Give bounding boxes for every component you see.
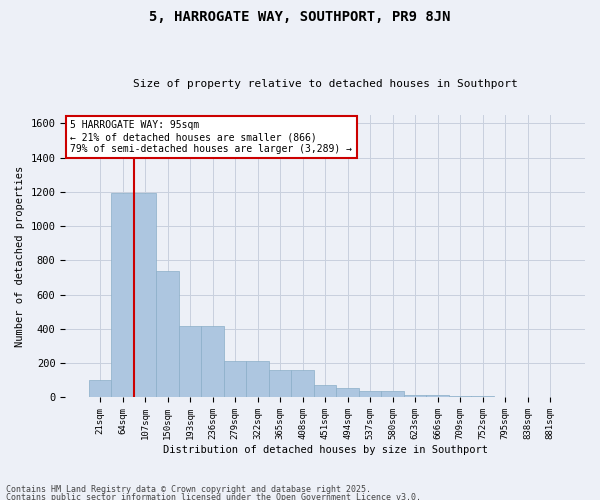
Bar (292, 370, 314, 398)
Bar (472, 396, 494, 398)
Bar (314, 384, 337, 398)
Bar (202, 326, 224, 398)
Y-axis label: Number of detached properties: Number of detached properties (15, 166, 25, 347)
Text: Contains public sector information licensed under the Open Government Licence v3: Contains public sector information licen… (6, 492, 421, 500)
X-axis label: Distribution of detached houses by size in Southport: Distribution of detached houses by size … (163, 445, 488, 455)
Bar (337, 388, 359, 398)
Bar (89, 380, 112, 398)
Bar (224, 360, 247, 398)
Bar (404, 395, 427, 398)
Bar (449, 396, 472, 398)
Bar (157, 270, 179, 398)
Bar (539, 396, 562, 398)
Bar (179, 326, 202, 398)
Title: Size of property relative to detached houses in Southport: Size of property relative to detached ho… (133, 79, 518, 89)
Bar (269, 370, 292, 398)
Text: Contains HM Land Registry data © Crown copyright and database right 2025.: Contains HM Land Registry data © Crown c… (6, 486, 371, 494)
Bar (112, 192, 134, 398)
Bar (359, 390, 382, 398)
Bar (517, 396, 539, 398)
Text: 5, HARROGATE WAY, SOUTHPORT, PR9 8JN: 5, HARROGATE WAY, SOUTHPORT, PR9 8JN (149, 10, 451, 24)
Text: 5 HARROGATE WAY: 95sqm
← 21% of detached houses are smaller (866)
79% of semi-de: 5 HARROGATE WAY: 95sqm ← 21% of detached… (70, 120, 352, 154)
Bar (382, 390, 404, 398)
Bar (494, 396, 517, 398)
Bar (247, 360, 269, 398)
Bar (134, 192, 157, 398)
Bar (427, 395, 449, 398)
